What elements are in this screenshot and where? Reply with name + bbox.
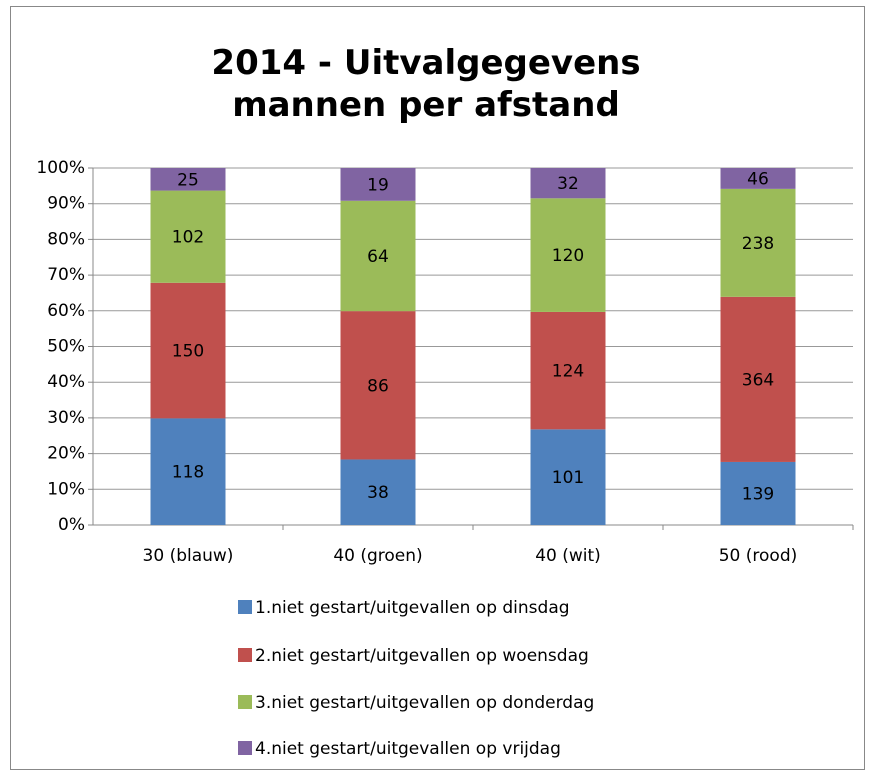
y-tick-label: 60% bbox=[47, 301, 85, 321]
bar-segment bbox=[530, 311, 606, 430]
data-label: 38 bbox=[367, 483, 389, 503]
y-tick-label: 10% bbox=[47, 479, 85, 499]
data-label: 46 bbox=[747, 169, 769, 189]
y-tick-label: 0% bbox=[58, 515, 85, 535]
bar-segment bbox=[720, 188, 796, 297]
data-label: 101 bbox=[552, 468, 584, 488]
bar-segment bbox=[150, 418, 226, 525]
legend-label: 1.niet gestart/uitgevallen op dinsdag bbox=[255, 598, 570, 618]
x-tick-label: 40 (groen) bbox=[333, 546, 422, 566]
data-label: 32 bbox=[557, 174, 579, 194]
legend-swatch bbox=[238, 600, 252, 614]
bar-segment bbox=[340, 459, 416, 525]
bar-segment bbox=[150, 190, 226, 283]
data-label: 150 bbox=[172, 342, 204, 362]
legend-label: 4.niet gestart/uitgevallen op vrijdag bbox=[255, 739, 561, 759]
bar-segment bbox=[720, 461, 796, 525]
data-label: 64 bbox=[367, 247, 389, 267]
data-label: 124 bbox=[552, 362, 584, 382]
y-tick-label: 30% bbox=[47, 408, 85, 428]
legend-label: 3.niet gestart/uitgevallen op donderdag bbox=[255, 693, 594, 713]
y-tick-label: 90% bbox=[47, 194, 85, 214]
data-label: 364 bbox=[742, 370, 774, 390]
bar-segment bbox=[530, 429, 606, 525]
data-label: 120 bbox=[552, 246, 584, 266]
legend-swatch bbox=[238, 648, 252, 662]
y-tick-label: 50% bbox=[47, 337, 85, 357]
chart-frame bbox=[10, 6, 865, 770]
x-tick-label: 50 (rood) bbox=[719, 546, 798, 566]
y-tick-label: 70% bbox=[47, 265, 85, 285]
y-tick-label: 20% bbox=[47, 444, 85, 464]
bar-segment bbox=[340, 200, 416, 312]
bar-segment bbox=[340, 311, 416, 460]
data-label: 139 bbox=[742, 484, 774, 504]
legend-label: 2.niet gestart/uitgevallen op woensdag bbox=[255, 646, 589, 666]
data-label: 86 bbox=[367, 376, 389, 396]
bar-segment bbox=[150, 168, 226, 191]
data-label: 102 bbox=[172, 228, 204, 248]
x-tick-label: 40 (wit) bbox=[535, 546, 601, 566]
data-label: 118 bbox=[172, 463, 204, 483]
bar-segment bbox=[150, 282, 226, 419]
x-tick-label: 30 (blauw) bbox=[143, 546, 234, 566]
bar-segment bbox=[720, 296, 796, 462]
bar-segment bbox=[530, 168, 606, 199]
bar-segment bbox=[530, 198, 606, 312]
y-tick-label: 40% bbox=[47, 372, 85, 392]
bar-segment bbox=[340, 168, 416, 201]
y-tick-label: 100% bbox=[36, 158, 85, 178]
data-label: 238 bbox=[742, 234, 774, 254]
legend-swatch bbox=[238, 695, 252, 709]
legend-swatch bbox=[238, 741, 252, 755]
chart-title: 2014 - Uitvalgegevens mannen per afstand bbox=[211, 43, 641, 125]
data-label: 19 bbox=[367, 175, 389, 195]
y-tick-label: 80% bbox=[47, 229, 85, 249]
bar-segment bbox=[720, 168, 796, 189]
data-label: 25 bbox=[177, 170, 199, 190]
